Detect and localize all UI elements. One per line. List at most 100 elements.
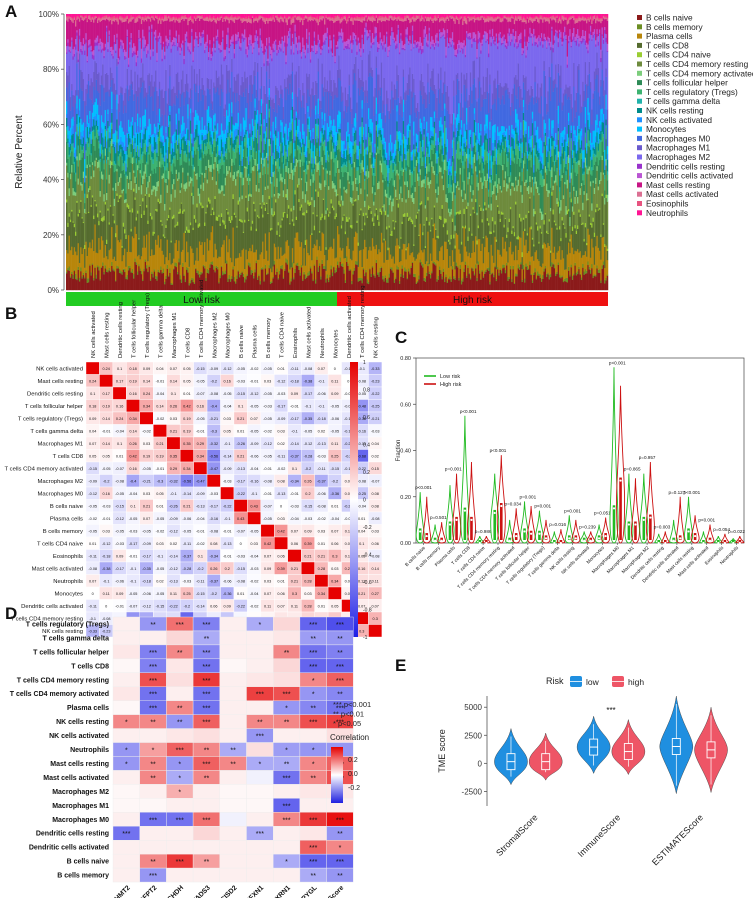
bar-segment-macrophages-m0	[308, 96, 311, 117]
bar-segment-mast-cells-activated	[219, 16, 222, 21]
bar-segment-dendritic-cells-resting	[226, 43, 228, 48]
bar-segment-macrophages-m1	[254, 61, 256, 76]
bar-segment-t-cells-follicular-helper	[155, 173, 157, 187]
bar-segment-macrophages-m2	[183, 63, 185, 92]
bar-segment-b-cells-memory	[357, 277, 360, 282]
bar-segment-macrophages-m0	[173, 103, 175, 135]
bar-segment-b-cells-memory	[200, 271, 202, 275]
bar-segment-nk-cells-resting	[140, 147, 143, 155]
bar-segment-nk-cells-resting	[193, 137, 196, 142]
bar-segment-plasma-cells	[321, 232, 324, 260]
bar-segment-monocytes	[247, 137, 250, 157]
bar-segment-nk-cells-resting	[136, 133, 139, 146]
bar-segment-nk-cells-activated	[175, 124, 178, 130]
bar-segment-macrophages-m1	[339, 69, 342, 81]
bar-segment-mast-cells-resting	[333, 22, 335, 35]
bar-segment-mast-cells-resting	[100, 20, 103, 42]
bar-segment-dendritic-cells-resting	[215, 38, 218, 41]
bar-segment-mast-cells-resting	[167, 18, 170, 40]
bar-segment-mast-cells-resting	[325, 17, 327, 33]
bar-segment-b-cells-memory	[209, 264, 211, 268]
bar-segment-eosinophils	[126, 15, 129, 17]
bar-segment-t-cells-cd4-naive	[147, 220, 149, 224]
bar-segment-dendritic-cells-resting	[241, 35, 244, 39]
bar-segment-nk-cells-resting	[253, 140, 255, 148]
bar-segment-mast-cells-resting	[108, 21, 111, 31]
bar-segment-plasma-cells	[308, 255, 311, 272]
bar-segment-macrophages-m2	[306, 42, 308, 74]
bar-segment-t-cells-follicular-helper	[206, 153, 209, 180]
bar-segment-neutrophils	[313, 14, 316, 18]
bar-segment-b-cells-naive	[340, 266, 343, 291]
bar-segment-t-cells-gamma-delta	[179, 156, 182, 160]
bar-segment-t-cells-cd4-naive	[290, 208, 293, 212]
bar-segment-macrophages-m2	[356, 54, 358, 103]
bar-segment-t-cells-cd8	[176, 225, 179, 251]
bar-segment-monocytes	[299, 131, 302, 139]
bar-segment-b-cells-memory	[355, 260, 357, 265]
bar-segment-dendritic-cells-activated	[100, 41, 103, 50]
bar-segment-plasma-cells	[286, 239, 289, 260]
bar-segment-monocytes	[193, 116, 196, 132]
bar-segment-eosinophils	[87, 15, 90, 17]
bar-segment-mast-cells-resting	[109, 19, 112, 48]
bar-segment-mast-cells-activated	[117, 20, 120, 25]
bar-segment-eosinophils	[313, 16, 316, 19]
bar-segment-t-cells-regulatory-tregs	[95, 128, 98, 138]
bar-segment-monocytes	[329, 115, 331, 128]
bar-segment-nk-cells-resting	[68, 146, 71, 155]
bar-segment-macrophages-m0	[80, 88, 82, 119]
bar-segment-t-cells-cd4-memory-resting	[186, 188, 188, 227]
bar-segment-mast-cells-activated	[224, 17, 227, 22]
bar-segment-t-cells-cd4-memory-resting	[188, 186, 191, 230]
bar-segment-eosinophils	[317, 18, 320, 22]
bar-segment-mast-cells-activated	[160, 20, 162, 25]
bar-segment-t-cells-cd8	[116, 195, 118, 226]
bar-segment-b-cells-memory	[126, 274, 129, 280]
bar-segment-t-cells-follicular-helper	[349, 176, 352, 198]
bar-segment-nk-cells-resting	[116, 119, 118, 132]
bar-segment-neutrophils	[276, 14, 278, 16]
bar-segment-dendritic-cells-activated	[187, 42, 189, 47]
bar-segment-plasma-cells	[276, 258, 278, 269]
bar-segment-t-cells-cd4-memory-resting	[300, 179, 303, 205]
bar-segment-t-cells-regulatory-tregs	[176, 150, 179, 160]
bar-segment-dendritic-cells-activated	[171, 39, 174, 45]
bar-segment-mast-cells-activated	[226, 17, 228, 20]
bar-segment-mast-cells-resting	[266, 20, 268, 38]
bar-segment-mast-cells-resting	[226, 19, 228, 35]
bar-segment-mast-cells-activated	[214, 19, 216, 23]
bar-segment-macrophages-m1	[259, 88, 262, 101]
bar-segment-dendritic-cells-activated	[244, 29, 246, 38]
bar-segment-plasma-cells	[249, 247, 251, 264]
bar-segment-t-cells-regulatory-tregs	[90, 155, 93, 163]
bar-segment-nk-cells-resting	[331, 136, 334, 143]
bar-segment-monocytes	[224, 129, 227, 142]
bar-segment-t-cells-cd4-memory-activated	[171, 184, 174, 190]
bar-segment-t-cells-cd4-memory-activated	[241, 195, 244, 200]
bar-segment-t-cells-follicular-helper	[304, 182, 307, 195]
bar-segment-t-cells-cd4-naive	[238, 218, 241, 221]
bar-segment-dendritic-cells-activated	[103, 50, 105, 56]
bar-segment-b-cells-memory	[136, 271, 139, 275]
bar-segment-t-cells-cd4-memory-activated	[246, 177, 249, 181]
bar-segment-eosinophils	[309, 15, 312, 18]
bar-segment-monocytes	[118, 125, 121, 142]
bar-segment-dendritic-cells-resting	[157, 37, 160, 42]
bar-segment-eosinophils	[95, 15, 98, 18]
bar-segment-t-cells-cd4-naive	[254, 209, 256, 212]
bar-segment-plasma-cells	[322, 233, 325, 267]
bar-segment-mast-cells-activated	[95, 16, 98, 18]
bar-segment-nk-cells-resting	[78, 116, 81, 123]
bar-segment-monocytes	[322, 125, 325, 130]
bar-segment-macrophages-m0	[343, 118, 345, 141]
bar-segment-t-cells-cd4-memory-resting	[66, 165, 68, 200]
bar-segment-macrophages-m2	[162, 46, 165, 98]
bar-segment-nk-cells-activated	[191, 138, 193, 144]
bar-segment-plasma-cells	[158, 247, 161, 273]
bar-segment-macrophages-m1	[176, 72, 179, 99]
bar-segment-nk-cells-resting	[106, 148, 108, 160]
bar-segment-mast-cells-activated	[298, 16, 300, 20]
bar-segment-macrophages-m2	[269, 55, 272, 98]
bar-segment-mast-cells-activated	[235, 17, 237, 20]
